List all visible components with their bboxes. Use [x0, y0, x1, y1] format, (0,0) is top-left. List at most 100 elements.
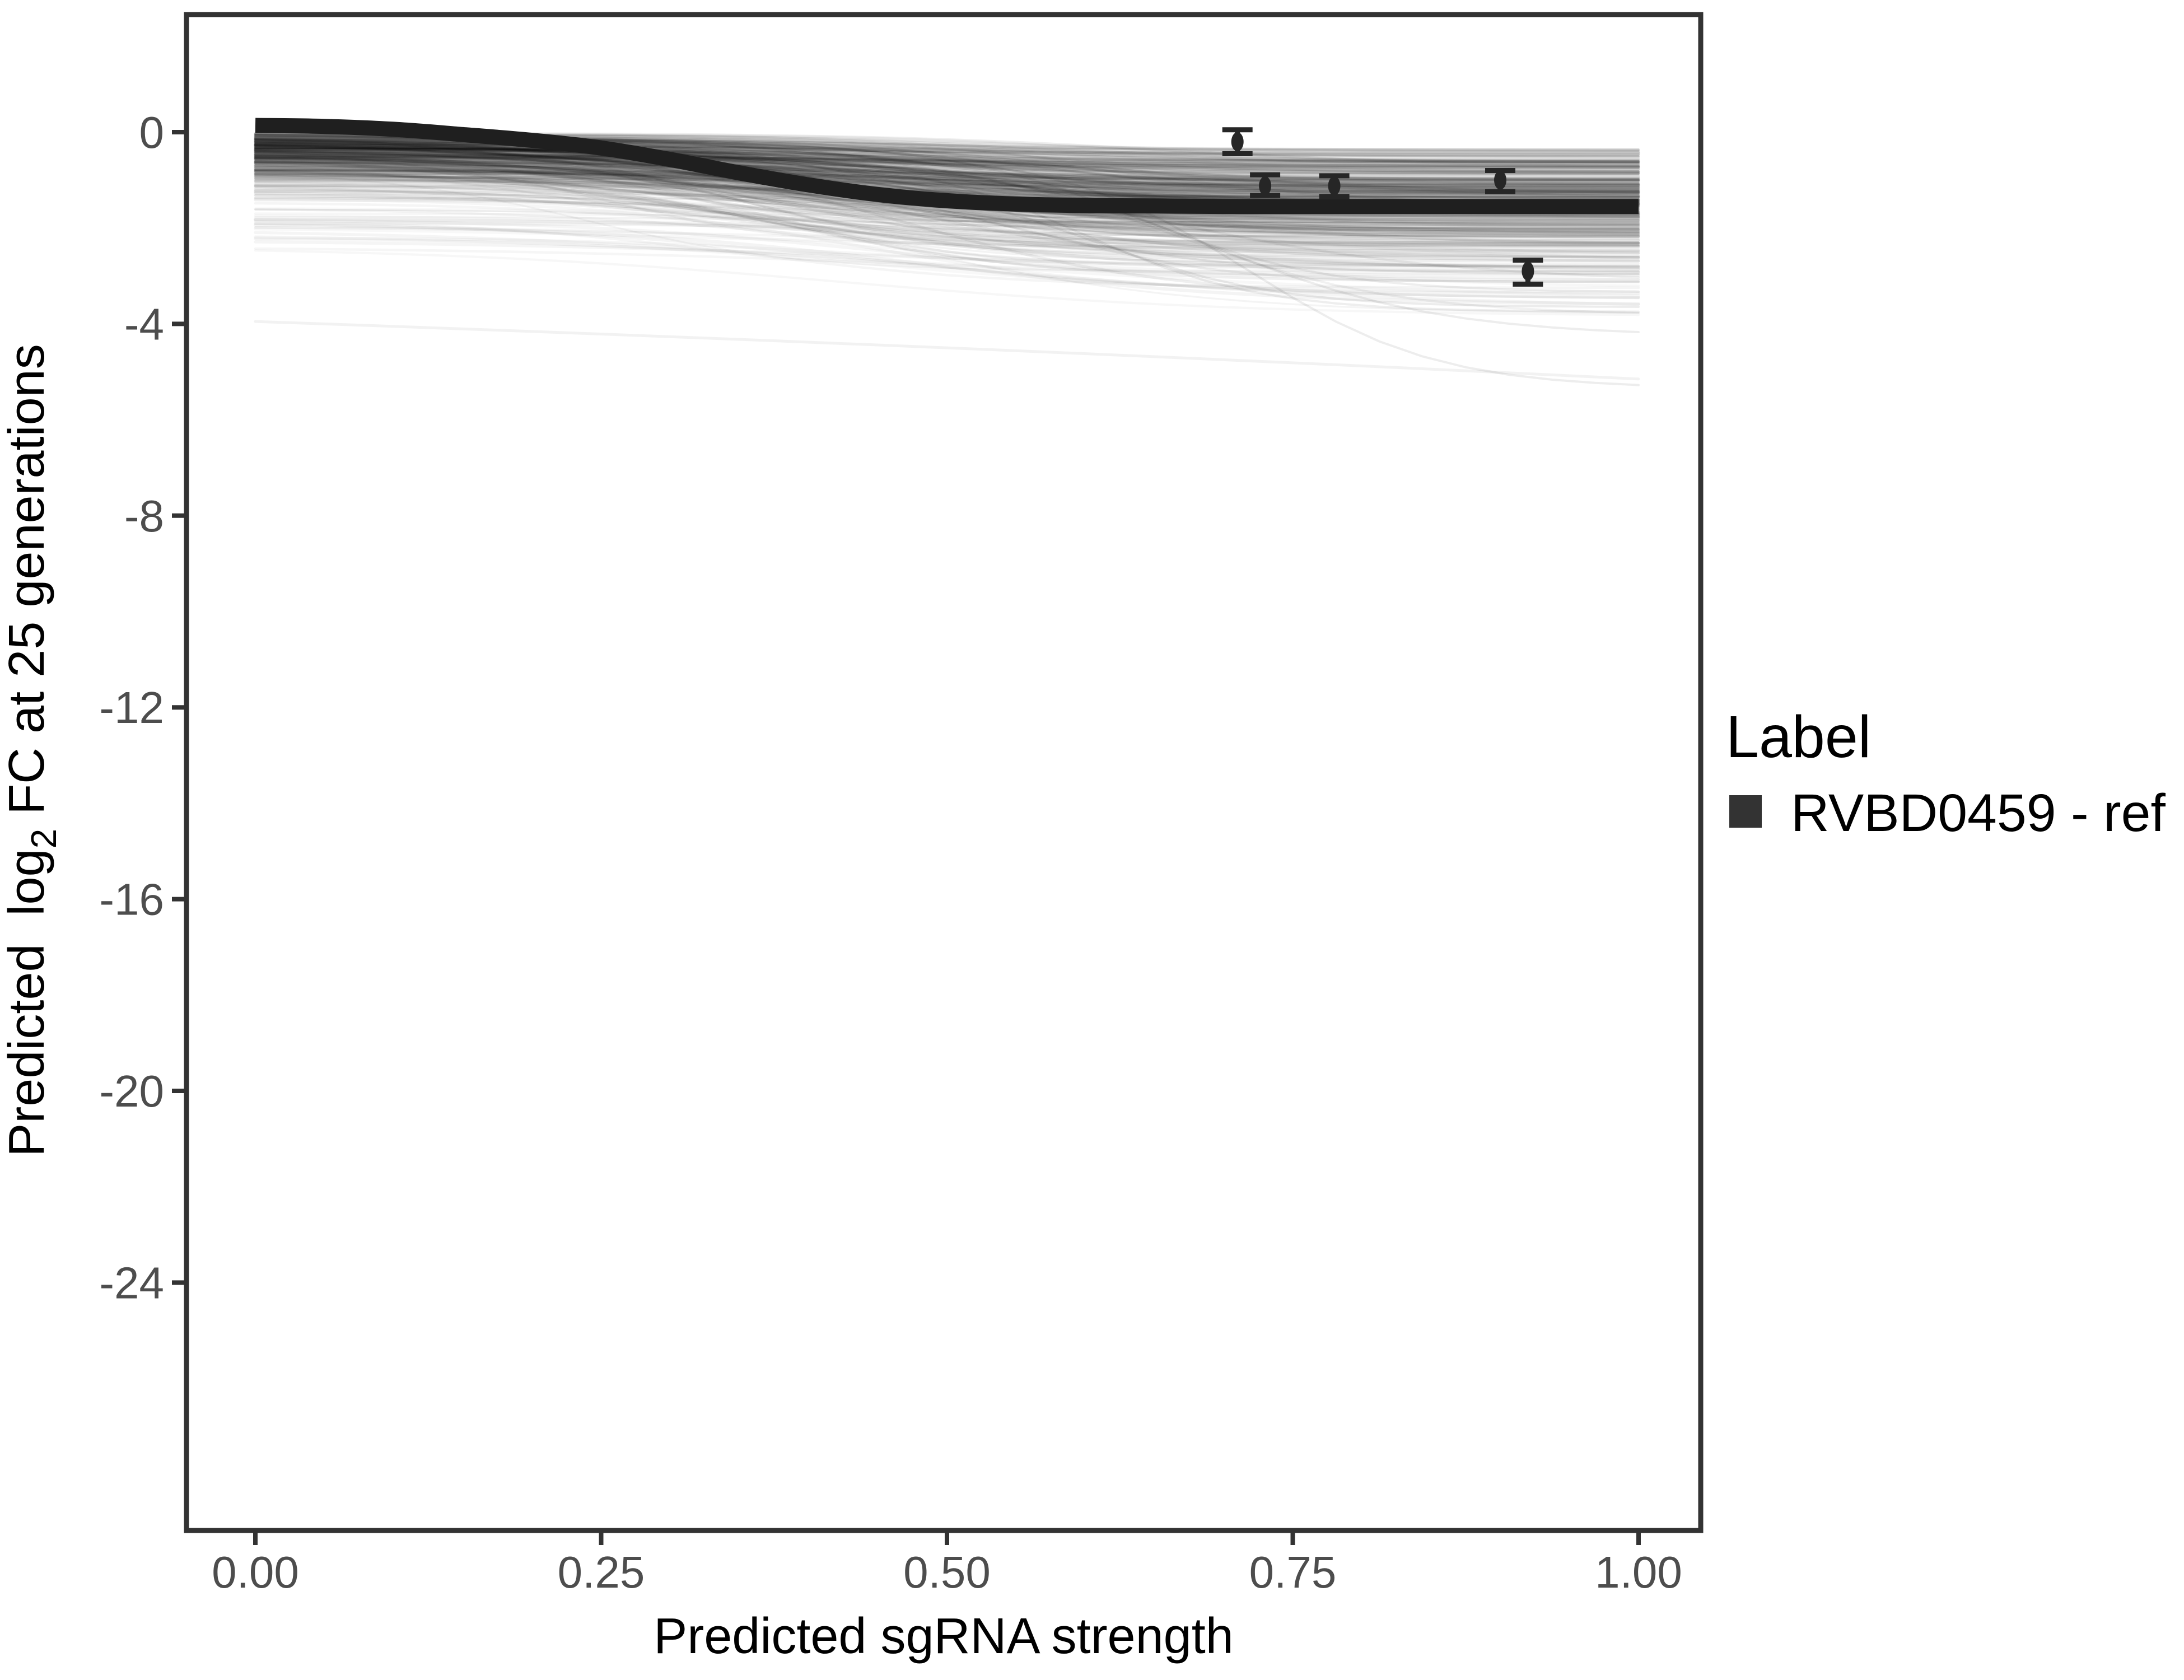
posterior-draw-line	[254, 152, 1640, 181]
posterior-draw-line	[254, 155, 1640, 333]
y-axis-title-suffix: FC at 25 generations	[0, 344, 55, 829]
posterior-draw-line	[254, 158, 1640, 180]
posterior-draw-line	[254, 153, 1640, 187]
posterior-draw-line	[254, 148, 1640, 192]
posterior-draw-line	[254, 157, 1640, 244]
posterior-draw-line	[254, 164, 1640, 195]
posterior-draw-line	[254, 152, 1640, 169]
posterior-draw-line	[254, 143, 1640, 163]
posterior-draw-line	[254, 165, 1640, 227]
posterior-draw-line	[254, 179, 1640, 223]
posterior-draw-line	[254, 185, 1640, 247]
posterior-draw-line	[254, 151, 1640, 171]
posterior-draw-line	[254, 160, 1640, 194]
posterior-draw-line	[254, 223, 1640, 306]
posterior-draw-line	[254, 156, 1640, 181]
posterior-draw-line	[254, 153, 1640, 313]
posterior-draw-line	[254, 198, 1640, 260]
posterior-draw-line	[254, 147, 1640, 193]
posterior-draw-line	[254, 169, 1640, 187]
y-tick-label: -4	[124, 299, 164, 349]
posterior-draw-line	[254, 151, 1640, 234]
posterior-draw-line	[254, 150, 1640, 168]
observed-points-group	[1222, 127, 1543, 287]
posterior-draw-line	[254, 145, 1640, 186]
posterior-draw-line	[254, 184, 1640, 217]
posterior-draw-line	[254, 143, 1640, 182]
posterior-draw-line	[254, 148, 1640, 236]
y-tick-label: -20	[99, 1066, 164, 1116]
posterior-draw-line	[254, 169, 1640, 245]
posterior-draw-line	[254, 146, 1640, 199]
posterior-draw-line	[254, 150, 1640, 198]
posterior-draw-line	[254, 147, 1640, 187]
posterior-draw-line	[254, 188, 1640, 230]
posterior-draw-line	[254, 142, 1640, 195]
posterior-draw-line	[254, 150, 1640, 242]
posterior-draw-line	[254, 150, 1640, 246]
posterior-draw-line	[254, 191, 1640, 238]
posterior-draw-line	[254, 157, 1640, 233]
posterior-draw-line	[254, 156, 1640, 193]
y-axis-title: Predicted log2 FC at 25 generations	[0, 344, 64, 1156]
posterior-draw-line	[254, 153, 1640, 194]
posterior-draw-line	[254, 145, 1640, 172]
posterior-draw-line	[254, 151, 1640, 195]
posterior-draw-line	[254, 179, 1640, 220]
posterior-draw-line	[254, 152, 1640, 191]
posterior-draw-line	[254, 160, 1640, 189]
posterior-draw-line	[254, 148, 1640, 191]
posterior-draw-line	[254, 189, 1640, 268]
posterior-draw-line	[254, 144, 1640, 191]
x-tick-label: 0.00	[212, 1547, 299, 1597]
point-marker	[1231, 132, 1244, 152]
panel-border	[184, 12, 1704, 1533]
posterior-draw-line	[254, 144, 1640, 194]
posterior-draw-line	[254, 169, 1640, 199]
posterior-draw-line	[254, 143, 1640, 162]
posterior-draw-line	[254, 157, 1640, 175]
posterior-draw-line	[254, 144, 1640, 169]
posterior-draw-line	[254, 156, 1640, 227]
x-tick-label: 0.50	[903, 1547, 991, 1597]
posterior-draw-line	[254, 159, 1640, 198]
posterior-draw-line	[254, 197, 1640, 239]
posterior-draw-line	[254, 146, 1640, 245]
posterior-draw-line	[254, 160, 1640, 189]
posterior-draw-line	[254, 156, 1640, 173]
posterior-draw-line	[254, 160, 1640, 283]
posterior-draw-line	[254, 144, 1640, 185]
posterior-draw-line	[254, 153, 1640, 238]
posterior-draw-line	[254, 161, 1640, 231]
posterior-draw-line	[254, 137, 1640, 227]
x-axis-title: Predicted sgRNA strength	[654, 1608, 1234, 1664]
posterior-draw-line	[254, 143, 1640, 161]
y-tick-label: -16	[99, 875, 164, 925]
posterior-draw-line	[254, 175, 1640, 228]
legend-title: Label	[1726, 704, 1871, 770]
posterior-draw-line	[254, 143, 1640, 237]
posterior-draw-line	[254, 181, 1640, 314]
posterior-draw-line	[254, 163, 1640, 181]
posterior-draw-line	[254, 143, 1640, 197]
posterior-draw-line	[254, 165, 1640, 181]
posterior-draw-line	[254, 157, 1640, 232]
posterior-draw-line	[254, 173, 1640, 272]
posterior-draw-line	[254, 148, 1640, 172]
posterior-draw-line	[254, 156, 1640, 235]
posterior-draw-line	[254, 176, 1640, 195]
posterior-draw-line	[254, 166, 1640, 238]
posterior-draw-line	[254, 170, 1640, 200]
posterior-draw-line	[254, 142, 1640, 188]
posterior-draw-line	[254, 170, 1640, 218]
posterior-draw-line	[254, 160, 1640, 199]
posterior-draw-line	[254, 150, 1640, 176]
posterior-draw-line	[254, 143, 1640, 194]
posterior-draw-line	[254, 151, 1640, 227]
posterior-draw-line	[254, 144, 1640, 246]
posterior-draw-line	[254, 143, 1640, 166]
data-point	[1485, 167, 1515, 194]
main-fit-curve	[255, 118, 1639, 214]
posterior-draw-line	[254, 144, 1640, 170]
